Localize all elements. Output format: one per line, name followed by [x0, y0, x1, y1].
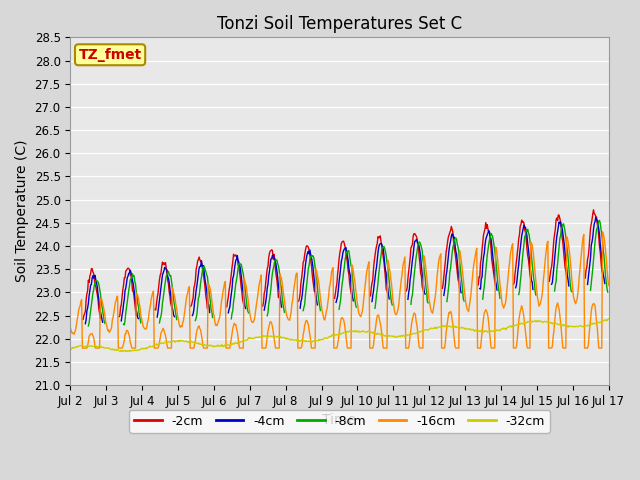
- -16cm: [67, 324, 74, 330]
- -32cm: [132, 348, 140, 353]
- -16cm: [79, 345, 86, 351]
- -16cm: [421, 260, 429, 265]
- -16cm: [598, 229, 606, 235]
- Line: -4cm: -4cm: [85, 217, 605, 324]
- -32cm: [67, 346, 74, 352]
- -2cm: [405, 269, 413, 275]
- -32cm: [76, 343, 84, 348]
- -32cm: [605, 316, 612, 322]
- -8cm: [420, 269, 428, 275]
- -16cm: [406, 339, 413, 345]
- Line: -32cm: -32cm: [70, 319, 609, 351]
- -16cm: [132, 290, 140, 296]
- Line: -8cm: -8cm: [88, 220, 608, 326]
- -32cm: [216, 344, 223, 349]
- -16cm: [187, 345, 195, 351]
- Y-axis label: Soil Temperature (C): Soil Temperature (C): [15, 140, 29, 283]
- -16cm: [605, 283, 612, 288]
- Line: -16cm: -16cm: [70, 232, 609, 348]
- -32cm: [421, 327, 429, 333]
- Legend: -2cm, -4cm, -8cm, -16cm, -32cm: -2cm, -4cm, -8cm, -16cm, -32cm: [129, 410, 550, 433]
- -4cm: [132, 299, 140, 305]
- -8cm: [132, 281, 140, 287]
- -32cm: [124, 348, 131, 354]
- -4cm: [420, 290, 428, 296]
- -4cm: [405, 290, 413, 296]
- -16cm: [216, 316, 223, 322]
- Line: -2cm: -2cm: [83, 210, 602, 319]
- Title: Tonzi Soil Temperatures Set C: Tonzi Soil Temperatures Set C: [217, 15, 462, 33]
- X-axis label: Time: Time: [323, 413, 356, 427]
- -32cm: [187, 338, 195, 344]
- -32cm: [406, 332, 413, 337]
- -2cm: [132, 307, 140, 313]
- -16cm: [76, 303, 84, 309]
- Text: TZ_fmet: TZ_fmet: [79, 48, 141, 62]
